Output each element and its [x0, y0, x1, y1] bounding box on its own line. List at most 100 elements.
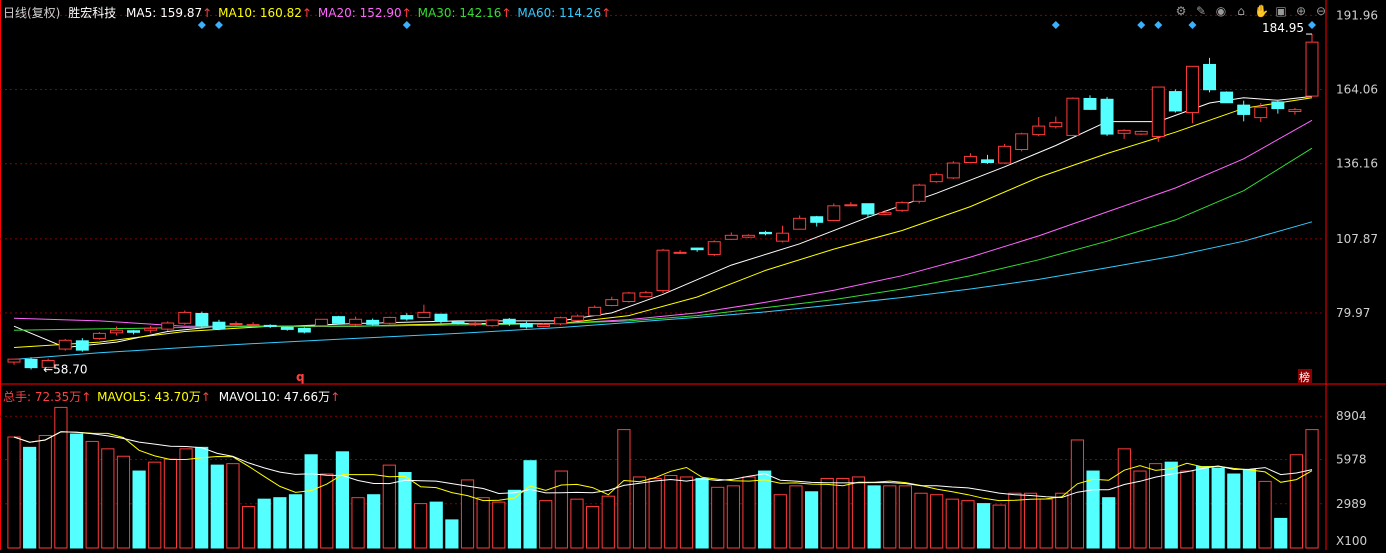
- basket-icon[interactable]: ⌂: [1237, 4, 1245, 18]
- volume-bar-down: [288, 494, 303, 549]
- period-label: 日线(复权): [3, 6, 61, 20]
- candle-up: [588, 306, 602, 317]
- candle-down: [758, 231, 772, 235]
- pen-icon[interactable]: ✎: [1195, 4, 1207, 18]
- candle-down: [24, 358, 38, 369]
- ma-legend-arrow: ↑: [202, 6, 213, 20]
- candle-up: [724, 234, 738, 240]
- candle-up: [314, 318, 328, 327]
- candle-down: [502, 318, 516, 325]
- ma5-line: [13, 95, 1313, 349]
- candle-up: [741, 234, 755, 238]
- volume-bar-up: [570, 498, 584, 549]
- volume-bar-up: [789, 485, 803, 549]
- mavol5-label: MAVOL5: 43.70万: [97, 390, 201, 404]
- volume-tick-label: 2989: [1336, 497, 1367, 511]
- volume-bar-up: [898, 485, 912, 549]
- volume-bar-up: [851, 476, 866, 549]
- volume-bar-down: [132, 470, 146, 549]
- ma-legend-arrow: ↑: [401, 6, 412, 20]
- volume-bar-up: [7, 436, 21, 549]
- candle-up: [1288, 109, 1302, 113]
- volume-bar-up: [1133, 470, 1147, 549]
- candle-down: [1271, 101, 1285, 110]
- volume-bar-up: [773, 494, 787, 549]
- volume-bar-up: [101, 448, 115, 549]
- volume-bar-down: [758, 470, 772, 549]
- hand-icon[interactable]: ✋: [1254, 4, 1269, 18]
- candle-up: [1305, 41, 1319, 97]
- candle-up: [246, 324, 260, 327]
- candle-up: [1049, 122, 1063, 128]
- candle-up: [844, 204, 858, 207]
- volume-bar-up: [632, 476, 647, 549]
- volume-bar-down: [195, 446, 209, 549]
- volume-bar-up: [241, 506, 256, 549]
- candle-up: [1117, 129, 1131, 134]
- volume-bar-up: [85, 440, 99, 549]
- camera-icon[interactable]: ▣: [1275, 4, 1287, 18]
- event-marker-diamond: [1188, 21, 1197, 29]
- ma-legend-ma20: MA20: 152.90: [317, 6, 402, 20]
- volume-bar-down: [1227, 473, 1241, 549]
- candle-down: [75, 340, 89, 351]
- candle-up: [58, 339, 72, 350]
- volume-bar-up: [617, 429, 631, 549]
- volume-bar-up: [664, 474, 678, 549]
- candle-up: [1254, 106, 1268, 119]
- settings-icon[interactable]: ⚙: [1175, 4, 1187, 18]
- volume-bar-up: [1055, 492, 1069, 549]
- ma-legend-ma30: MA30: 142.16: [417, 6, 502, 20]
- volume-bar-up: [414, 503, 428, 549]
- volume-bar-down: [429, 501, 443, 549]
- marker-bang-bg: [1298, 369, 1312, 383]
- price-tick-label: 136.16: [1336, 157, 1378, 171]
- mavol10-label: MAVOL10: 47.66万: [218, 390, 331, 404]
- candle-up: [92, 332, 106, 339]
- candle-up: [229, 323, 243, 326]
- volume-bar-up: [945, 498, 959, 549]
- volume-bar-down: [1211, 467, 1225, 549]
- mavol5-line: [13, 431, 1313, 502]
- volume-bar-up: [1289, 454, 1303, 549]
- ma20-line: [13, 119, 1313, 327]
- volume-bar-down: [1164, 461, 1178, 549]
- ma-legend: MA5: 159.87↑ MA10: 160.82↑ MA20: 152.90↑ MA…: [120, 6, 611, 20]
- candle-up: [998, 145, 1012, 164]
- volume-bar-up: [554, 470, 568, 549]
- candle-down: [861, 203, 875, 215]
- volume-bar-up: [711, 486, 725, 549]
- volume-bar-up: [883, 485, 897, 549]
- candle-down: [1083, 97, 1097, 110]
- volume-bar-up: [1149, 463, 1163, 549]
- eye-icon[interactable]: ◉: [1215, 4, 1227, 18]
- event-marker-diamond: [197, 21, 206, 29]
- volume-bar-down: [335, 451, 350, 549]
- volume-tick-label: 8904: [1336, 409, 1367, 423]
- ma-legend-ma60: MA60: 114.26: [517, 6, 602, 20]
- zoom-out-icon[interactable]: ⊖: [1315, 4, 1327, 18]
- volume-bar-up: [930, 494, 944, 549]
- volume-bar-up: [914, 492, 928, 549]
- candle-up: [144, 327, 158, 331]
- event-marker-diamond: [1137, 21, 1146, 29]
- volume-bar-up: [163, 458, 177, 549]
- volume-bar-up: [820, 477, 834, 549]
- candle-up: [1066, 97, 1080, 136]
- volume-bar-down: [367, 494, 381, 549]
- candle-down: [400, 315, 414, 320]
- zoom-in-icon[interactable]: ⊕: [1295, 4, 1307, 18]
- candle-down: [1168, 91, 1182, 112]
- volume-tick-label: 5978: [1336, 453, 1367, 467]
- volume-bar-down: [695, 477, 709, 549]
- candle-up: [417, 311, 431, 318]
- candle-down: [1100, 98, 1114, 135]
- volume-bar-up: [1305, 429, 1319, 549]
- candle-up: [1134, 130, 1148, 135]
- volume-total: 总手: 72.35万: [3, 390, 82, 404]
- candle-up: [776, 232, 790, 242]
- volume-bar-up: [116, 455, 131, 549]
- volume-bar-down: [69, 433, 84, 549]
